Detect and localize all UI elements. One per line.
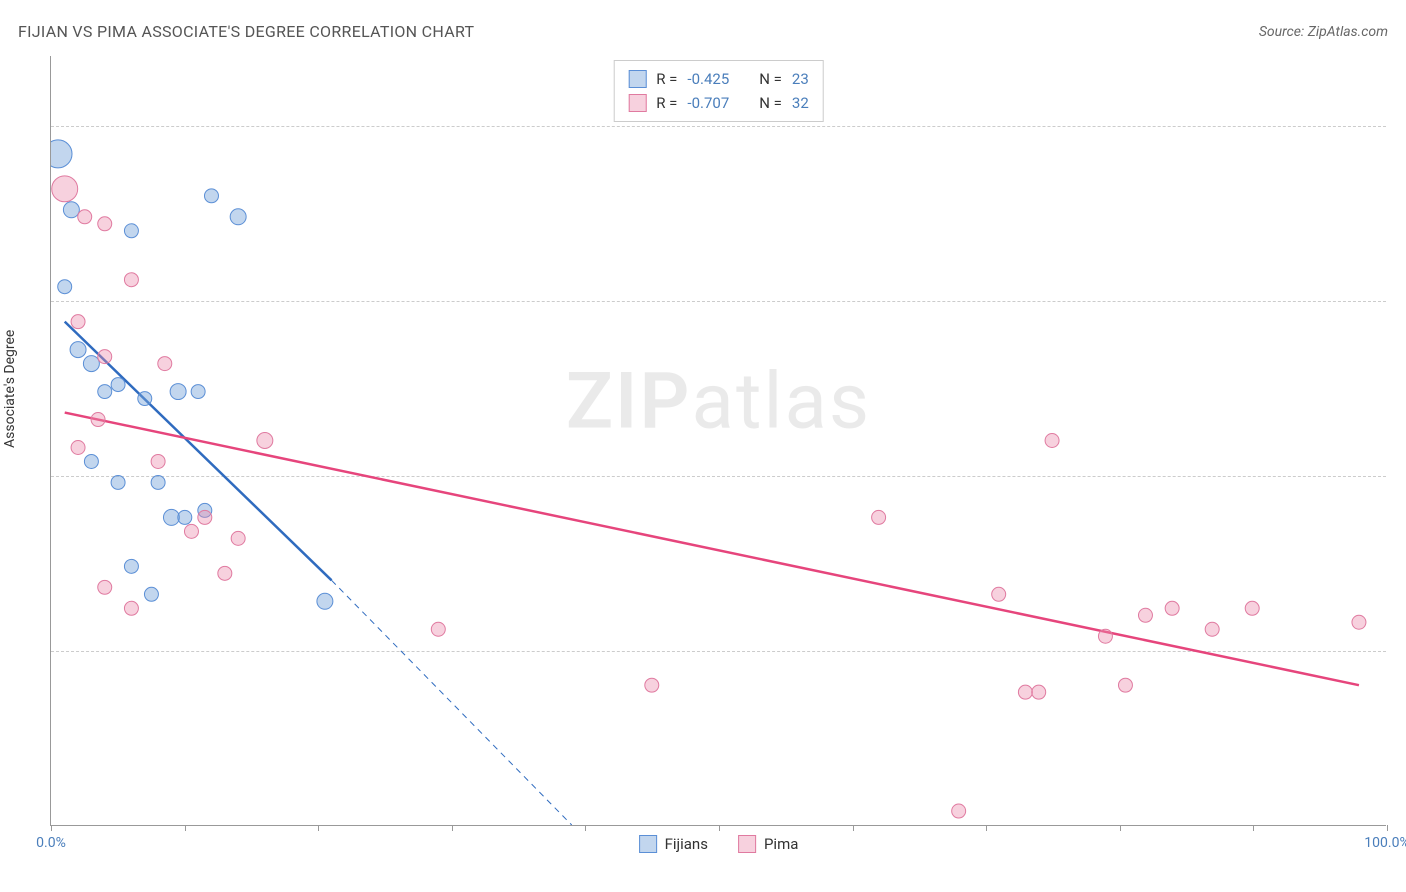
- chart-source: Source: ZipAtlas.com: [1259, 24, 1388, 40]
- data-point: [124, 224, 138, 238]
- data-point: [163, 509, 179, 525]
- x-tick: [51, 825, 52, 831]
- data-point: [78, 210, 92, 224]
- swatch-fijians: [628, 70, 646, 88]
- data-point: [257, 433, 273, 449]
- data-point: [151, 454, 165, 468]
- data-point: [1352, 615, 1366, 629]
- x-tick: [318, 825, 319, 831]
- data-point: [1018, 685, 1032, 699]
- data-point: [52, 176, 78, 202]
- swatch-fijians-bottom: [639, 835, 657, 853]
- data-point: [98, 580, 112, 594]
- legend-stats-box: R = -0.425 N = 23 R = -0.707 N = 32: [613, 60, 824, 122]
- trendline: [65, 413, 1359, 686]
- chart-header: FIJIAN VS PIMA ASSOCIATE'S DEGREE CORREL…: [18, 22, 1388, 41]
- data-point: [170, 384, 186, 400]
- data-point: [151, 475, 165, 489]
- data-point: [158, 357, 172, 371]
- x-tick: [585, 825, 586, 831]
- data-point: [1165, 601, 1179, 615]
- data-point: [1245, 601, 1259, 615]
- data-point: [184, 524, 198, 538]
- data-point: [51, 140, 72, 168]
- data-point: [91, 413, 105, 427]
- data-point: [178, 510, 192, 524]
- legend-row-pima: R = -0.707 N = 32: [628, 91, 809, 115]
- data-point: [431, 622, 445, 636]
- swatch-pima-bottom: [738, 835, 756, 853]
- data-point: [317, 593, 333, 609]
- data-point: [124, 601, 138, 615]
- x-tick: [185, 825, 186, 831]
- data-point: [230, 209, 246, 225]
- x-tick: [986, 825, 987, 831]
- legend-item-pima: Pima: [738, 835, 798, 853]
- x-tick: [452, 825, 453, 831]
- x-tick: [719, 825, 720, 831]
- data-point: [111, 378, 125, 392]
- data-point: [1138, 608, 1152, 622]
- data-point: [124, 559, 138, 573]
- x-tick: [1120, 825, 1121, 831]
- data-point: [98, 350, 112, 364]
- data-point: [1118, 678, 1132, 692]
- legend-row-fijians: R = -0.425 N = 23: [628, 67, 809, 91]
- trendline-extrapolation: [332, 580, 572, 825]
- data-point: [71, 441, 85, 455]
- data-point: [71, 315, 85, 329]
- y-axis-label: Associate's Degree: [2, 330, 18, 448]
- data-point: [83, 356, 99, 372]
- data-point: [63, 202, 79, 218]
- swatch-pima: [628, 94, 646, 112]
- data-point: [1205, 622, 1219, 636]
- x-tick: [1387, 825, 1388, 831]
- data-point: [70, 342, 86, 358]
- legend-series: Fijians Pima: [639, 835, 799, 853]
- x-tick: [1253, 825, 1254, 831]
- x-tick-label: 0.0%: [36, 835, 66, 851]
- data-point: [1045, 434, 1059, 448]
- data-point: [1098, 629, 1112, 643]
- data-point: [191, 385, 205, 399]
- data-point: [111, 475, 125, 489]
- data-point: [872, 510, 886, 524]
- data-point: [138, 392, 152, 406]
- x-tick: [853, 825, 854, 831]
- data-point: [218, 566, 232, 580]
- chart-title: FIJIAN VS PIMA ASSOCIATE'S DEGREE CORREL…: [18, 22, 474, 41]
- data-point: [58, 280, 72, 294]
- data-point: [645, 678, 659, 692]
- data-point: [98, 217, 112, 231]
- data-point: [84, 454, 98, 468]
- chart-plot-area: ZIPatlas R = -0.425 N = 23 R = -0.707 N …: [50, 56, 1386, 826]
- plot-svg: [51, 56, 1386, 825]
- data-point: [1032, 685, 1046, 699]
- data-point: [992, 587, 1006, 601]
- data-point: [952, 804, 966, 818]
- data-point: [144, 587, 158, 601]
- data-point: [198, 510, 212, 524]
- data-point: [204, 189, 218, 203]
- data-point: [98, 385, 112, 399]
- data-point: [124, 273, 138, 287]
- legend-item-fijians: Fijians: [639, 835, 708, 853]
- x-tick-label: 100.0%: [1364, 835, 1406, 851]
- data-point: [231, 531, 245, 545]
